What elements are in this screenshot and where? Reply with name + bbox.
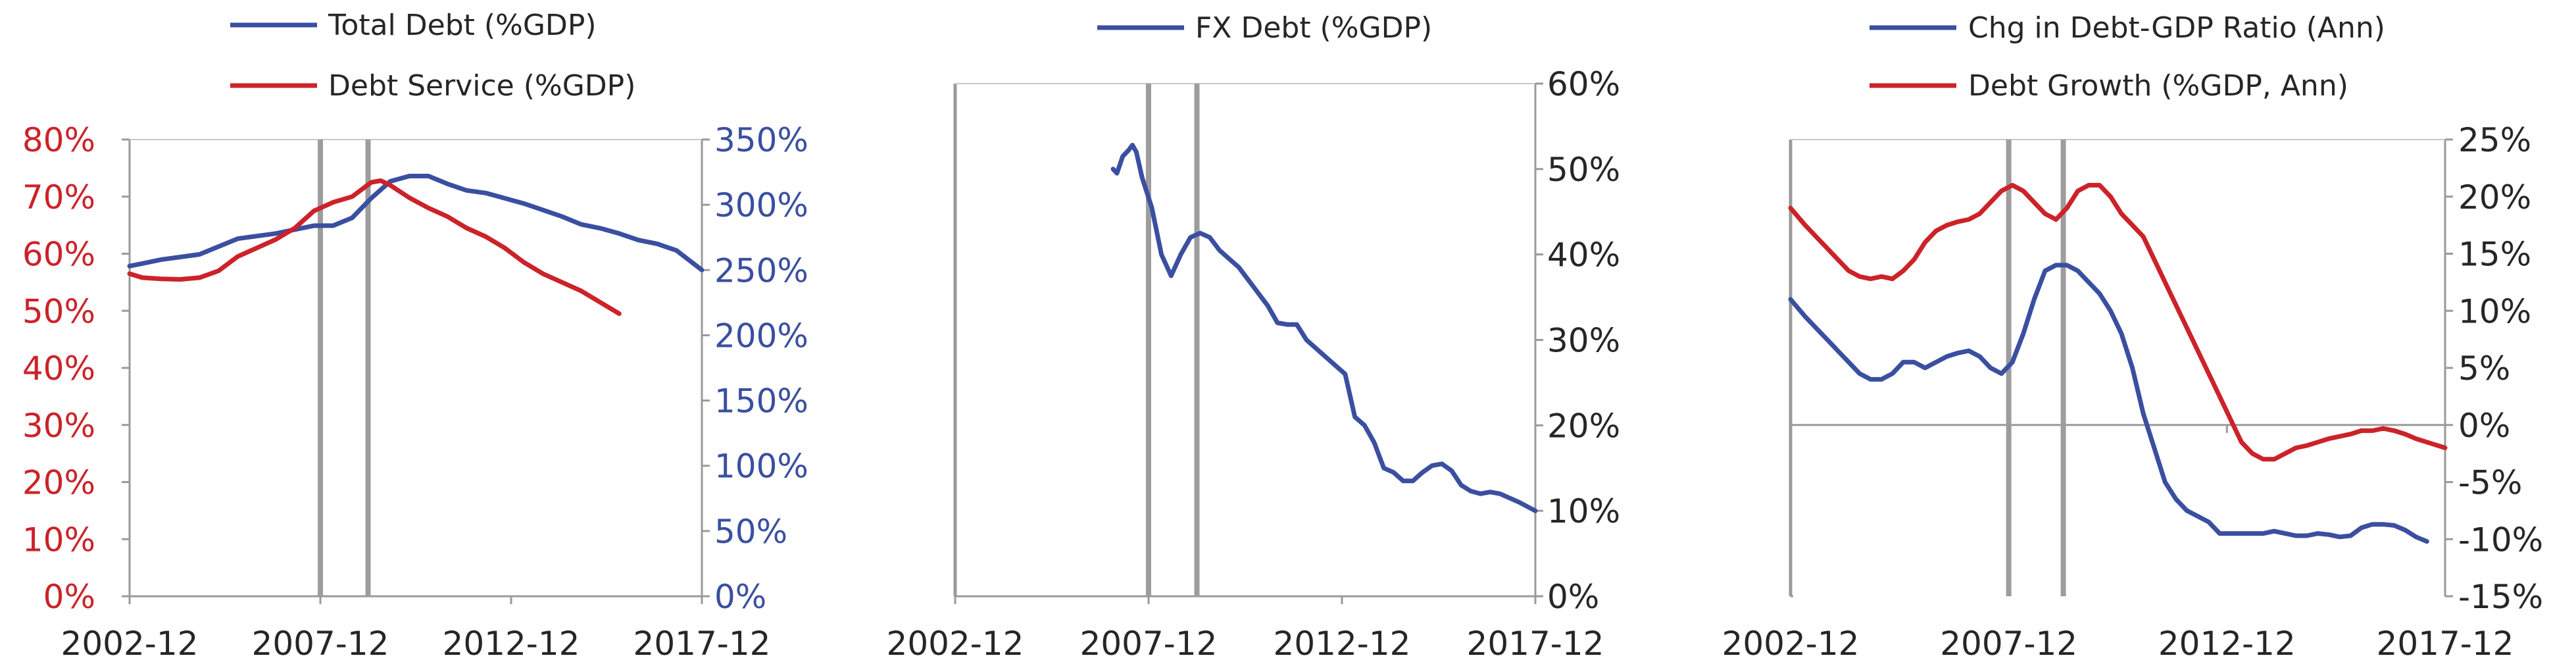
- right-tick-label: 200%: [714, 317, 808, 355]
- left-tick-label: 70%: [22, 178, 95, 217]
- right-tick-label: 50%: [1547, 151, 1620, 189]
- right-tick-label: 0%: [1547, 578, 1599, 616]
- series-line-debt-service-gdp: [127, 178, 622, 317]
- right-tick-label: 100%: [714, 448, 808, 486]
- legend-label: Debt Growth (%GDP, Ann): [1968, 69, 2348, 103]
- right-tick-label: 25%: [2458, 121, 2531, 159]
- left-tick-label: 20%: [22, 464, 95, 502]
- right-tick-label: 0%: [2458, 407, 2510, 445]
- left-tick-label: 30%: [22, 407, 95, 445]
- x-tick-label: 2012-12: [443, 625, 580, 663]
- right-tick-label: -15%: [2458, 578, 2543, 616]
- right-tick-label: 20%: [1547, 407, 1620, 445]
- right-tick-label: 10%: [2458, 292, 2531, 330]
- series-line-chg-in-debt-gdp-ratio-ann: [1788, 263, 2429, 544]
- right-tick-label: -5%: [2458, 464, 2522, 502]
- left-tick-label: 50%: [22, 292, 95, 330]
- legend: Chg in Debt-GDP Ratio (Ann) Debt Growth (…: [1870, 11, 2385, 103]
- right-tick-label: 5%: [2458, 349, 2510, 388]
- x-tick-label: 2017-12: [2377, 625, 2514, 663]
- x-tick-label: 2002-12: [887, 625, 1024, 663]
- right-tick-label: 60%: [1547, 65, 1620, 103]
- legend-label: FX Debt (%GDP): [1195, 11, 1432, 45]
- x-tick-label: 2012-12: [2158, 625, 2296, 663]
- series-line-total-debt-gdp: [127, 174, 705, 272]
- right-tick-label: 20%: [2458, 178, 2531, 217]
- left-tick-label: 10%: [22, 521, 95, 559]
- legend: Total Debt (%GDP) Debt Service (%GDP): [230, 9, 635, 103]
- chart-panel-1: 2002-12 2007-12 2012-12 2017-12 0% 50% 100% 150…: [22, 9, 808, 663]
- left-tick-label: 0%: [43, 578, 95, 616]
- series-line-debt-growth-gdp-ann: [1788, 182, 2448, 462]
- right-tick-label: 0%: [714, 578, 766, 616]
- chart-panel-3: 2002-12 2007-12 2012-12 2017-12 -15% -10% -5% 0…: [1722, 11, 2544, 663]
- right-tick-label: 30%: [1547, 322, 1620, 360]
- right-tick-label: 15%: [2458, 236, 2531, 274]
- x-tick-label: 2002-12: [61, 625, 199, 663]
- right-tick-label: 150%: [714, 382, 808, 421]
- right-tick-label: -10%: [2458, 521, 2543, 559]
- chart-panel-2: 2002-12 2007-12 2012-12 2017-12 0% 10% 20% 30% 4…: [887, 11, 1621, 663]
- legend: FX Debt (%GDP): [1097, 11, 1432, 45]
- right-tick-label: 350%: [714, 121, 808, 159]
- x-tick-label: 2017-12: [1467, 625, 1604, 663]
- right-tick-label: 50%: [714, 513, 787, 551]
- x-tick-label: 2002-12: [1722, 625, 1860, 663]
- left-tick-label: 80%: [22, 121, 95, 159]
- legend-label: Chg in Debt-GDP Ratio (Ann): [1968, 11, 2385, 45]
- x-tick-label: 2012-12: [1274, 625, 1411, 663]
- right-tick-label: 300%: [714, 186, 808, 224]
- right-tick-label: 250%: [714, 251, 808, 290]
- x-tick-label: 2007-12: [1080, 625, 1218, 663]
- x-tick-label: 2007-12: [1940, 625, 2077, 663]
- x-tick-label: 2017-12: [633, 625, 771, 663]
- right-tick-label: 10%: [1547, 492, 1620, 530]
- right-tick-label: 40%: [1547, 236, 1620, 274]
- series-line-fx-debt-gdp: [1110, 143, 1538, 513]
- x-tick-label: 2007-12: [252, 625, 389, 663]
- left-tick-label: 60%: [22, 236, 95, 274]
- legend-label: Debt Service (%GDP): [328, 69, 635, 103]
- legend-label: Total Debt (%GDP): [328, 9, 597, 42]
- left-tick-label: 40%: [22, 349, 95, 388]
